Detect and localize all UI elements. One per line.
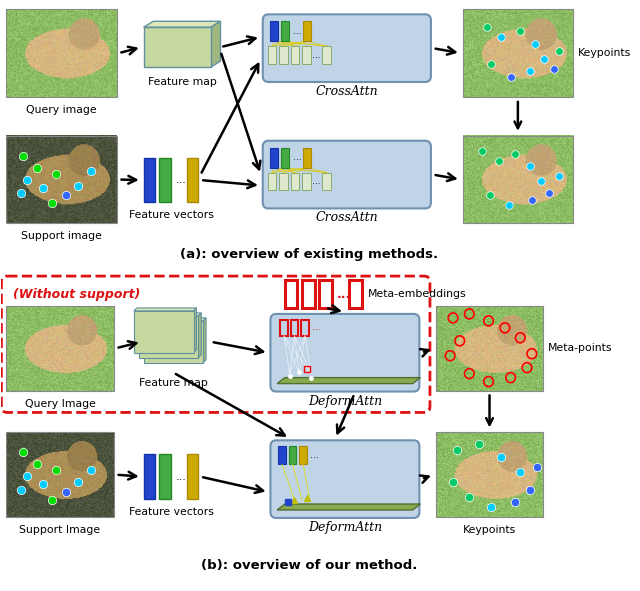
Bar	[281, 148, 289, 168]
Bar	[304, 366, 310, 372]
Text: Feature vectors: Feature vectors	[129, 210, 213, 220]
Text: ...: ...	[175, 472, 186, 482]
Text: Feature vectors: Feature vectors	[129, 507, 213, 517]
Bar	[139, 316, 198, 358]
Text: Support Image: Support Image	[19, 525, 100, 535]
Text: ...: ...	[312, 177, 321, 186]
Bar	[323, 46, 331, 64]
Bar	[6, 433, 114, 517]
Bar	[143, 321, 203, 363]
Polygon shape	[277, 504, 420, 510]
Bar	[291, 46, 300, 64]
Polygon shape	[193, 308, 196, 353]
Polygon shape	[211, 21, 220, 67]
Text: Query Image: Query Image	[24, 398, 95, 408]
Text: DeformAttn: DeformAttn	[308, 521, 382, 534]
Bar	[302, 46, 311, 64]
FancyBboxPatch shape	[263, 14, 431, 82]
Bar	[285, 280, 298, 308]
Bar	[302, 280, 315, 308]
Text: (Without support): (Without support)	[13, 288, 140, 301]
Polygon shape	[198, 313, 201, 358]
Polygon shape	[277, 378, 420, 384]
Text: ...: ...	[337, 287, 351, 300]
Bar	[349, 280, 362, 308]
Text: Feature map: Feature map	[148, 77, 216, 87]
Bar	[6, 9, 116, 97]
Text: Support image: Support image	[21, 231, 102, 241]
Bar	[291, 173, 300, 190]
Bar	[303, 21, 311, 41]
Bar	[268, 173, 276, 190]
Text: Query image: Query image	[26, 105, 97, 115]
Bar	[159, 454, 170, 499]
Bar	[6, 136, 116, 223]
Text: Feature map: Feature map	[139, 378, 208, 388]
Polygon shape	[139, 313, 201, 316]
Bar	[278, 446, 286, 464]
FancyBboxPatch shape	[263, 141, 431, 209]
Text: DeformAttn: DeformAttn	[308, 395, 382, 408]
Text: Keypoints: Keypoints	[463, 525, 516, 535]
Bar	[187, 158, 198, 203]
Text: ...: ...	[312, 323, 321, 332]
Bar	[279, 46, 288, 64]
Bar	[187, 454, 198, 499]
Text: (a): overview of existing methods.: (a): overview of existing methods.	[180, 248, 438, 261]
Bar	[436, 433, 543, 517]
Text: ...: ...	[312, 51, 321, 60]
Bar	[271, 148, 278, 168]
Bar	[463, 136, 573, 223]
Bar	[271, 21, 278, 41]
Bar	[436, 306, 543, 391]
Bar	[319, 280, 332, 308]
Text: Keypoints: Keypoints	[578, 48, 631, 58]
Bar	[281, 21, 289, 41]
Bar	[301, 320, 309, 336]
Bar	[323, 173, 331, 190]
Text: Meta-points: Meta-points	[548, 343, 612, 353]
FancyBboxPatch shape	[271, 314, 419, 392]
FancyBboxPatch shape	[271, 440, 419, 518]
Text: (b): overview of our method.: (b): overview of our method.	[201, 558, 417, 571]
Bar	[302, 173, 311, 190]
Bar	[143, 454, 155, 499]
Bar	[143, 27, 211, 67]
Bar	[279, 173, 288, 190]
Text: Meta-embeddings: Meta-embeddings	[367, 289, 466, 299]
Text: CrossAttn: CrossAttn	[316, 85, 378, 98]
Bar	[291, 320, 298, 336]
Bar	[6, 306, 114, 391]
Text: CrossAttn: CrossAttn	[316, 212, 378, 225]
Text: ...: ...	[292, 27, 301, 35]
Polygon shape	[143, 21, 220, 27]
Bar	[159, 158, 170, 203]
Text: ...: ...	[175, 175, 186, 185]
Bar	[300, 446, 307, 464]
Bar	[134, 311, 193, 353]
Polygon shape	[203, 318, 206, 363]
Bar	[289, 446, 296, 464]
Text: ...: ...	[310, 451, 319, 460]
Bar	[303, 148, 311, 168]
Bar	[280, 320, 288, 336]
Polygon shape	[134, 308, 196, 311]
Bar	[143, 158, 155, 203]
Bar	[463, 9, 573, 97]
Polygon shape	[143, 318, 206, 321]
Bar	[268, 46, 276, 64]
Text: ...: ...	[292, 153, 301, 162]
